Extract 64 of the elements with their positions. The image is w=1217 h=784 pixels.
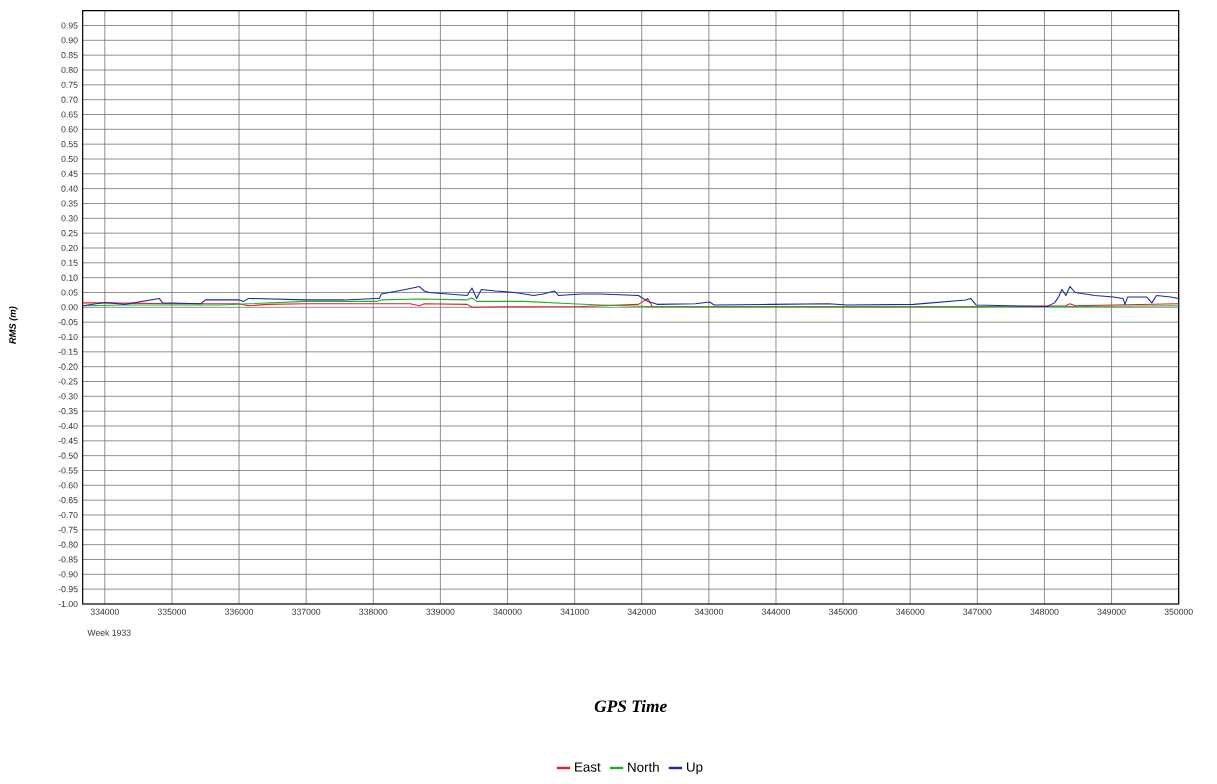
y-tick-label: -0.05 (58, 319, 78, 326)
y-tick-label: 0.10 (61, 274, 78, 281)
x-tick-label: 350000 (1164, 608, 1193, 615)
x-tick-label: 344000 (761, 608, 791, 615)
y-tick-label: 0.95 (61, 22, 78, 29)
y-tick-label: -0.55 (58, 467, 78, 474)
y-tick-label: -1.00 (58, 600, 78, 608)
legend-label: North (628, 762, 659, 772)
x-tick-label: 345000 (828, 608, 858, 615)
y-tick-label: 0.75 (61, 81, 78, 88)
y-tick-label: 0.40 (61, 185, 78, 192)
y-tick-label: -0.45 (58, 437, 78, 444)
y-tick-label: -0.50 (58, 452, 78, 459)
x-tick-label: 341000 (560, 608, 589, 615)
line-series (82, 286, 1180, 307)
x-tick-label: 334000 (90, 608, 119, 615)
y-tick-label: 0.90 (61, 37, 78, 44)
y-tick-label: -0.10 (58, 333, 78, 341)
x-tick-label: 337000 (292, 608, 321, 615)
y-tick-label: 0.85 (61, 52, 78, 59)
x-tick-label: 339000 (426, 608, 455, 615)
y-tick-label: 0.55 (61, 141, 78, 148)
y-tick-label: -0.40 (58, 422, 78, 430)
y-tick-label: 0.65 (61, 111, 78, 118)
x-tick-label: 340000 (493, 608, 522, 615)
y-tick-label: -0.35 (58, 408, 78, 415)
y-tick-label: 0.05 (61, 289, 78, 296)
x-axis-title: GPS Time (594, 699, 667, 713)
y-axis-title: RMS (m) (9, 306, 18, 344)
y-tick-label: -0.65 (58, 497, 78, 504)
x-tick-label: 335000 (157, 608, 187, 615)
y-tick-label: 0.15 (61, 259, 78, 266)
y-tick-label: 0.80 (61, 66, 78, 74)
y-tick-label: -0.80 (58, 541, 78, 548)
y-tick-label: -0.75 (58, 526, 78, 533)
y-tick-label: -0.30 (58, 393, 78, 400)
y-tick-label: 0.20 (61, 244, 78, 252)
y-tick-label: 0.70 (61, 96, 78, 103)
legend-label: Up (687, 762, 703, 775)
x-tick-label: 343000 (694, 608, 723, 615)
y-tick-label: -0.25 (58, 378, 78, 385)
y-tick-label: 0.25 (61, 230, 78, 237)
y-tick-label: 0.60 (61, 126, 78, 133)
legend-label: East (575, 762, 601, 772)
x-tick-label: 348000 (1030, 608, 1059, 615)
x-tick-label: 347000 (963, 608, 992, 615)
y-tick-label: 0.35 (61, 200, 78, 207)
text: Week 1933 (87, 629, 131, 636)
y-tick-label: 0.45 (61, 170, 78, 177)
y-tick-label: -0.60 (58, 482, 78, 489)
x-tick-label: 349000 (1097, 608, 1126, 615)
y-tick-label: -0.20 (58, 363, 78, 370)
y-tick-label: -0.70 (58, 511, 78, 519)
y-tick-label: 0.00 (61, 304, 78, 311)
x-tick-label: 338000 (359, 608, 388, 615)
y-tick-label: -0.15 (58, 348, 78, 355)
y-tick-label: -0.85 (58, 556, 78, 563)
y-tick-label: 0.50 (61, 155, 78, 163)
x-tick-label: 346000 (896, 608, 925, 615)
x-tick-label: 336000 (224, 608, 254, 615)
y-tick-label: 0.30 (61, 215, 78, 222)
y-tick-label: -0.95 (58, 586, 78, 593)
y-tick-label: -0.90 (58, 571, 78, 578)
x-tick-label: 342000 (627, 608, 656, 615)
